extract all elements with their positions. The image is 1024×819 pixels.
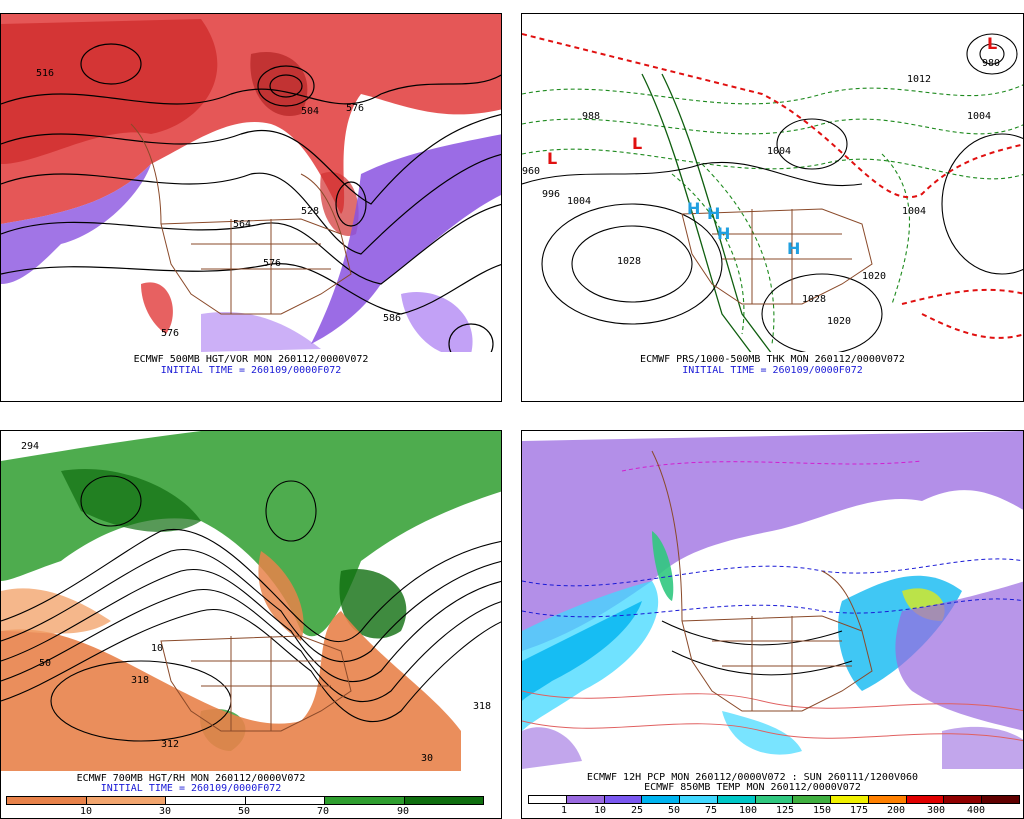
panel-initial-time: INITIAL TIME = 260109/0000F072 <box>100 783 282 794</box>
pcp-tick: 200 <box>886 805 906 816</box>
contour-label: 1020 <box>862 271 886 282</box>
pcp-tick: 150 <box>812 805 832 816</box>
contour-label: 1028 <box>802 294 826 305</box>
contour-label: 312 <box>161 739 179 750</box>
contour-label: 10 <box>151 643 163 654</box>
rh-tick: 10 <box>79 806 93 817</box>
svg-text:H: H <box>707 204 720 223</box>
contour-label: 576 <box>346 103 364 114</box>
contour-label: 996 <box>542 189 560 200</box>
contour-label: 50 <box>39 658 51 669</box>
contour-label: 576 <box>263 258 281 269</box>
rh-swatch <box>166 797 246 804</box>
pcp-swatch <box>868 796 907 803</box>
rh-tick: 90 <box>396 806 410 817</box>
contour-label: 30 <box>421 753 433 764</box>
panel-initial-time: INITIAL TIME = 260109/0000F072 <box>682 365 863 376</box>
pcp-tick: 10 <box>593 805 607 816</box>
contour-label: 980 <box>982 58 1000 69</box>
panel-precip-850temp: ECMWF 12H PCP MON 260112/0000V072 : SUN … <box>521 430 1024 819</box>
rh-tick: 30 <box>158 806 172 817</box>
pcp-legend: 1 10 25 50 75 100 125 150 175 200 300 40… <box>528 795 1020 817</box>
pcp-tick: 1 <box>560 805 568 816</box>
rh-tick: 70 <box>316 806 330 817</box>
pcp-swatch <box>642 796 681 803</box>
panel-title: ECMWF 12H PCP MON 260112/0000V072 : SUN … <box>586 772 919 783</box>
panel-700mb-rh: 294 318 312 318 10 50 30 ECMWF 700MB HGT… <box>0 430 502 819</box>
pcp-color-bar <box>528 795 1020 804</box>
contour-label: 1004 <box>767 146 791 157</box>
contour-label: 528 <box>301 206 319 217</box>
contour-label: 988 <box>582 111 600 122</box>
map-precip <box>522 431 1023 818</box>
panel-title: ECMWF PRS/1000-500MB THK MON 260112/0000… <box>640 354 905 365</box>
contour-label: 960 <box>522 166 540 177</box>
contour-label: 318 <box>473 701 491 712</box>
panel-title: ECMWF 700MB HGT/RH MON 260112/0000V072 <box>76 773 306 784</box>
pcp-swatch <box>604 796 643 803</box>
panel-title: ECMWF 500MB HGT/VOR MON 260112/0000V072 <box>133 354 369 365</box>
map-mslp: L L L H H H H 988 996 1004 1028 1004 102… <box>522 14 1023 401</box>
contour-label: 586 <box>383 313 401 324</box>
contour-label: 576 <box>161 328 179 339</box>
panel-initial-time: INITIAL TIME = 260109/0000F072 <box>160 365 342 376</box>
svg-text:L: L <box>632 134 642 153</box>
svg-text:H: H <box>717 224 730 243</box>
pcp-tick: 25 <box>630 805 644 816</box>
pcp-tick: 400 <box>966 805 986 816</box>
rh-swatch <box>245 797 325 804</box>
pcp-tick: 75 <box>704 805 718 816</box>
panel-mslp-thickness: L L L H H H H 988 996 1004 1028 1004 102… <box>521 13 1024 402</box>
pcp-swatch <box>566 796 605 803</box>
contour-label: 1012 <box>907 74 931 85</box>
contour-label: 504 <box>301 106 319 117</box>
svg-text:H: H <box>787 239 800 258</box>
rh-tick: 50 <box>237 806 251 817</box>
pcp-swatch <box>717 796 756 803</box>
contour-label: 1004 <box>902 206 926 217</box>
map-500mb: 516 504 576 564 576 586 528 576 <box>1 14 501 401</box>
pcp-swatch <box>680 796 718 803</box>
contour-label: 1004 <box>967 111 991 122</box>
map-700mb: 294 318 312 318 10 50 30 <box>1 431 501 818</box>
pcp-tick: 100 <box>738 805 758 816</box>
pcp-swatch <box>529 796 567 803</box>
panel-500mb-vorticity: 516 504 576 564 576 586 528 576 ECMWF 50… <box>0 13 502 402</box>
pcp-tick: 50 <box>667 805 681 816</box>
pcp-swatch <box>793 796 832 803</box>
rh-color-bar <box>6 796 484 805</box>
pcp-tick: 175 <box>849 805 869 816</box>
rh-legend: 10 30 50 70 90 <box>6 796 484 818</box>
contour-label: 1004 <box>567 196 591 207</box>
contour-label: 294 <box>21 441 39 452</box>
contour-label: 516 <box>36 68 54 79</box>
contour-label: 1020 <box>827 316 851 327</box>
pcp-swatch <box>906 796 945 803</box>
svg-text:L: L <box>987 34 997 53</box>
pcp-tick: 125 <box>775 805 795 816</box>
contour-label: 564 <box>233 219 251 230</box>
svg-text:L: L <box>547 149 557 168</box>
rh-swatch <box>7 797 87 804</box>
svg-text:H: H <box>687 199 700 218</box>
contour-label: 318 <box>131 675 149 686</box>
pcp-swatch <box>982 796 1019 803</box>
rh-swatch <box>86 797 166 804</box>
pcp-swatch <box>944 796 983 803</box>
pcp-swatch <box>755 796 794 803</box>
pcp-swatch <box>831 796 869 803</box>
panel-subtitle: ECMWF 850MB TEMP MON 260112/0000V072 <box>644 782 861 793</box>
pcp-tick: 300 <box>926 805 946 816</box>
contour-label: 1028 <box>617 256 641 267</box>
rh-swatch <box>325 797 405 804</box>
rh-swatch <box>404 797 483 804</box>
